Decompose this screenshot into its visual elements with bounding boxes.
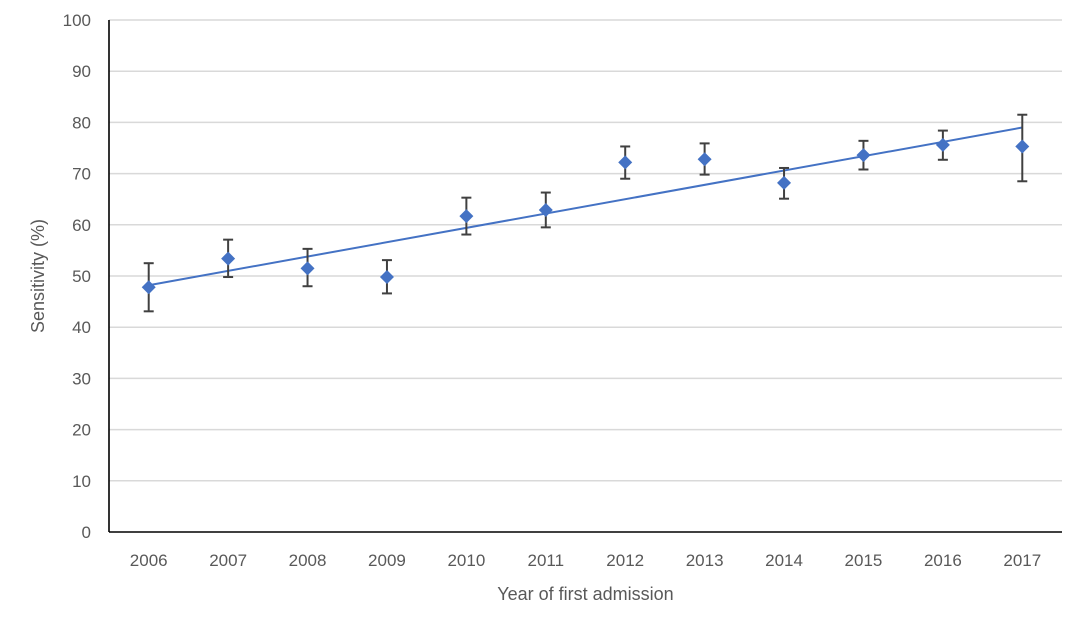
- x-axis-title: Year of first admission: [497, 584, 673, 604]
- data-point: [777, 175, 792, 190]
- x-tick-label: 2006: [130, 551, 168, 570]
- y-tick-label: 70: [72, 165, 91, 184]
- x-tick-label: 2012: [606, 551, 644, 570]
- y-tick-labels: 0 10 20 30 40 50 60 70 80 90 100: [63, 11, 91, 542]
- x-tick-label: 2008: [289, 551, 327, 570]
- y-tick-label: 30: [72, 369, 91, 388]
- error-bars: [143, 113, 1028, 313]
- data-point: [379, 270, 394, 285]
- x-tick-label: 2009: [368, 551, 406, 570]
- x-tick-labels: 2006 2007 2008 2009 2010 2011 2012 2013 2014 2015…: [130, 551, 1041, 570]
- x-tick-label: 2014: [765, 551, 803, 570]
- x-tick-label: 2016: [924, 551, 962, 570]
- data-point: [538, 202, 553, 217]
- y-tick-label: 90: [72, 62, 91, 81]
- data-point: [300, 261, 315, 276]
- y-tick-label: 20: [72, 421, 91, 440]
- y-tick-label: 60: [72, 216, 91, 235]
- data-point: [141, 280, 156, 295]
- y-tick-label: 100: [63, 11, 91, 30]
- x-tick-label: 2010: [447, 551, 485, 570]
- y-tick-label: 10: [72, 472, 91, 491]
- x-tick-label: 2007: [209, 551, 247, 570]
- y-tick-label: 40: [72, 318, 91, 337]
- data-point: [697, 152, 712, 167]
- y-tick-label: 0: [82, 523, 91, 542]
- x-tick-label: 2015: [845, 551, 883, 570]
- data-point: [221, 251, 236, 266]
- x-tick-label: 2011: [528, 551, 565, 570]
- data-point: [459, 209, 474, 224]
- data-point: [618, 155, 633, 170]
- y-axis-title: Sensitivity (%): [28, 219, 48, 333]
- trendline: [148, 126, 1023, 287]
- x-tick-label: 2017: [1003, 551, 1041, 570]
- gridlines: [109, 19, 1062, 482]
- x-tick-label: 2013: [686, 551, 724, 570]
- trendline-group: [148, 126, 1023, 287]
- data-point: [935, 137, 950, 152]
- data-points: [141, 137, 1030, 295]
- axes: [108, 20, 1062, 533]
- data-point: [1015, 139, 1030, 154]
- y-tick-label: 50: [72, 267, 91, 286]
- data-point: [856, 148, 871, 163]
- y-tick-label: 80: [72, 113, 91, 132]
